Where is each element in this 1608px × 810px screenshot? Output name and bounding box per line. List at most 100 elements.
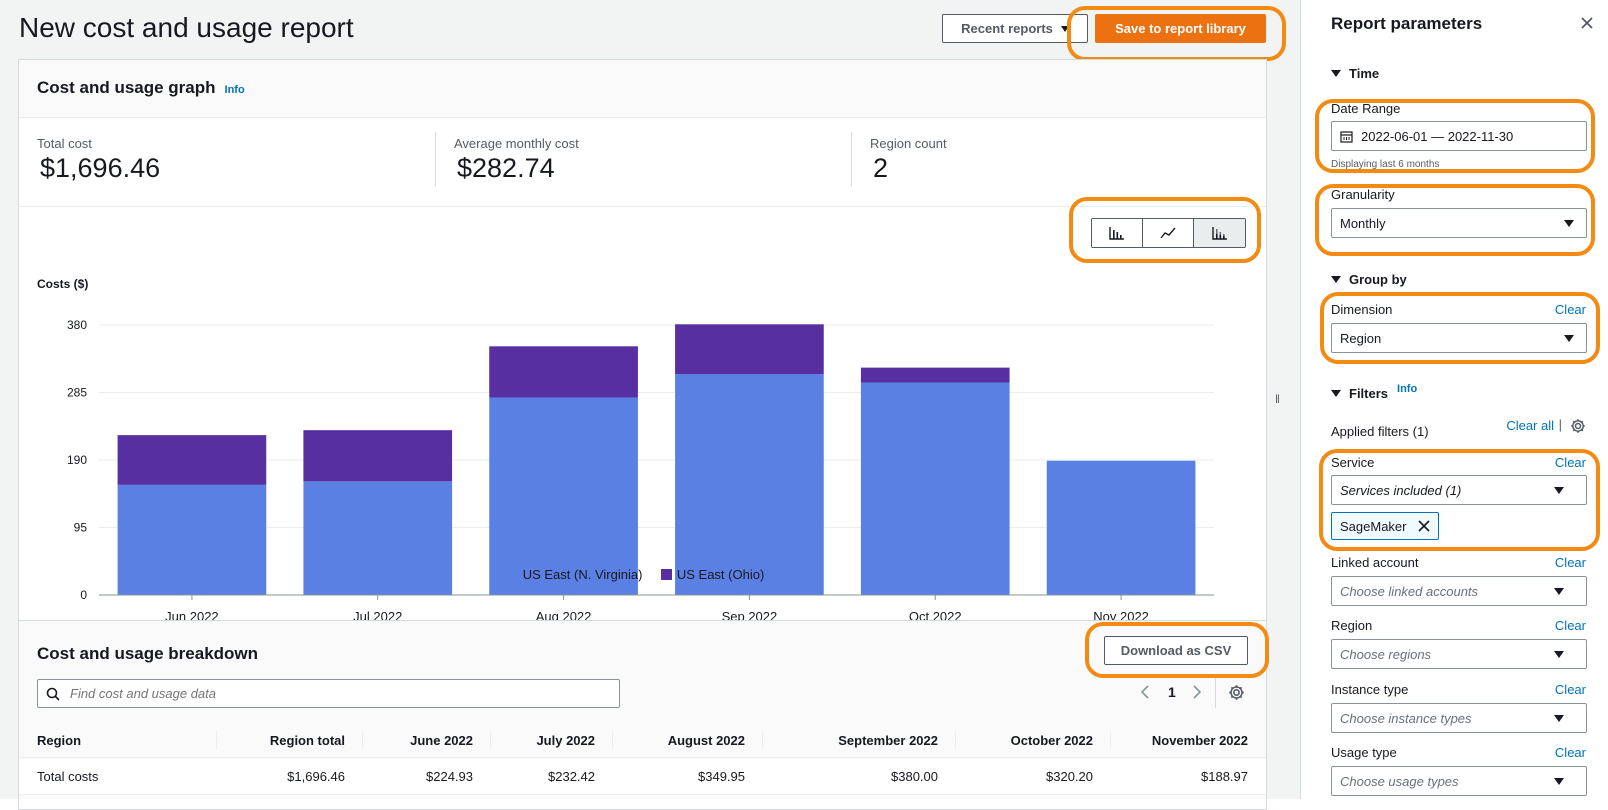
bar-segment[interactable] [303, 430, 453, 482]
region-count-label: Region count [870, 136, 947, 151]
bar-segment[interactable] [489, 397, 638, 595]
date-range-input[interactable]: 2022-06-01 — 2022-11-30 [1331, 121, 1587, 151]
column-header-august[interactable]: August 2022 [613, 723, 763, 757]
granularity-select[interactable]: Monthly [1331, 208, 1587, 238]
total-cost-value: $1,696.46 [40, 153, 161, 183]
column-header-label: September 2022 [838, 732, 938, 748]
column-separator [490, 731, 491, 749]
filter-settings-button[interactable] [1570, 418, 1586, 439]
download-csv-button[interactable]: Download as CSV [1104, 636, 1248, 665]
column-header-region[interactable]: Region [19, 723, 217, 757]
region-select[interactable]: Choose regions [1331, 639, 1587, 669]
pagination-prev[interactable] [1140, 684, 1150, 705]
usage-type-select[interactable]: Choose usage types [1331, 766, 1587, 796]
bar-segment[interactable] [489, 346, 638, 398]
section-label: Group by [1349, 272, 1407, 287]
service-value: Services included (1) [1340, 482, 1462, 498]
pagination-next[interactable] [1192, 684, 1202, 705]
graph-info-link[interactable]: Info [224, 84, 245, 96]
bar-segment[interactable] [303, 481, 453, 595]
column-header-label: July 2022 [536, 732, 595, 748]
legend-item[interactable]: US East (Ohio) [660, 567, 765, 582]
caret-down-icon [1331, 390, 1341, 397]
close-icon[interactable] [1418, 520, 1431, 532]
service-clear-link[interactable]: Clear [1554, 455, 1586, 470]
table-cell: $320.20 [1046, 769, 1093, 784]
bar-chart-button[interactable] [1092, 219, 1143, 247]
column-header-label: June 2022 [410, 732, 473, 748]
column-header-november[interactable]: November 2022 [1111, 723, 1266, 757]
bar-segment[interactable] [860, 367, 1010, 383]
column-header-july[interactable]: July 2022 [491, 723, 613, 757]
cost-chart: Costs ($) 0 95 190 285 380 Jun 2022 Jul 2022 Aug… [37, 277, 1214, 620]
applied-filters-label: Applied filters (1) [1331, 424, 1429, 439]
table-preferences-button[interactable] [1228, 684, 1245, 706]
service-select[interactable]: Services included (1) [1331, 475, 1587, 505]
region-label: Region [1331, 618, 1373, 633]
graph-card-title-text: Cost and usage graph [37, 78, 216, 97]
bar-segment[interactable] [117, 484, 267, 595]
y-tick-label: 380 [67, 318, 87, 332]
bar-segment[interactable] [860, 382, 1010, 595]
search-input[interactable] [68, 685, 568, 702]
breakdown-search[interactable] [37, 679, 620, 708]
close-panel-button[interactable] [1580, 16, 1594, 35]
clear-all-link[interactable]: Clear all [1506, 418, 1554, 433]
filters-info-link[interactable]: Info [1397, 382, 1418, 395]
caret-down-icon [1554, 778, 1564, 785]
legend-item[interactable]: US East (N. Virginia) [506, 567, 642, 582]
linked-account-clear-link[interactable]: Clear [1554, 555, 1586, 570]
graph-card-title: Cost and usage graph Info [37, 78, 245, 98]
legend-label: US East (Ohio) [676, 567, 765, 582]
caret-down-icon [1554, 588, 1564, 595]
legend-swatch [660, 569, 672, 580]
group-by-section-toggle[interactable]: Group by [1331, 272, 1407, 287]
section-label: Time [1349, 66, 1380, 81]
panel-title: Report parameters [1331, 14, 1483, 33]
save-to-report-library-button[interactable]: Save to report library [1095, 14, 1266, 43]
report-parameters-panel: ‖ Report parameters Time Date Range 2022… [1275, 0, 1608, 799]
table-cell: Total costs [37, 769, 99, 784]
cost-and-usage-graph-card: Cost and usage graph Info Total cost $1,6… [18, 59, 1267, 621]
column-header-september[interactable]: September 2022 [763, 723, 956, 757]
chevron-right-icon [1193, 685, 1202, 699]
date-range-hint: Displaying last 6 months [1331, 159, 1440, 170]
table-cell: $224.93 [426, 769, 473, 784]
bar-segment[interactable] [1046, 460, 1196, 595]
pagination-page[interactable]: 1 [1168, 684, 1176, 700]
chart-type-toggle [1091, 218, 1246, 248]
column-header-october[interactable]: October 2022 [956, 723, 1111, 757]
line-chart-button[interactable] [1143, 219, 1194, 247]
dimension-clear-link[interactable]: Clear [1554, 302, 1586, 317]
region-clear-link[interactable]: Clear [1554, 618, 1586, 633]
dimension-select[interactable]: Region [1331, 323, 1587, 353]
filters-section-toggle[interactable]: Filters Info [1331, 382, 1418, 401]
stacked-bar-chart-button[interactable] [1194, 219, 1245, 247]
column-header-label: October 2022 [1010, 732, 1093, 748]
bar-segment[interactable] [117, 435, 267, 485]
breakdown-card-title: Cost and usage breakdown [37, 644, 259, 663]
recent-reports-button[interactable]: Recent reports [942, 14, 1088, 43]
separator: | [1558, 417, 1562, 432]
linked-account-select[interactable]: Choose linked accounts [1331, 576, 1587, 606]
x-tick-label: Aug 2022 [536, 609, 592, 620]
time-section-toggle[interactable]: Time [1331, 66, 1379, 81]
page-title: New cost and usage report [19, 12, 354, 43]
instance-type-placeholder: Choose instance types [1340, 710, 1472, 726]
column-header-june[interactable]: June 2022 [363, 723, 491, 757]
recent-reports-label: Recent reports [961, 21, 1053, 36]
column-header-region-total[interactable]: Region total [217, 723, 363, 757]
chevron-left-icon [1140, 685, 1149, 699]
x-tick-label: Nov 2022 [1093, 609, 1149, 620]
column-header-label: Region total [269, 732, 345, 748]
close-icon [1581, 17, 1593, 29]
bar-segment[interactable] [675, 324, 824, 375]
instance-type-label: Instance type [1331, 682, 1409, 697]
usage-type-clear-link[interactable]: Clear [1554, 745, 1586, 760]
instance-type-select[interactable]: Choose instance types [1331, 703, 1587, 733]
usage-type-placeholder: Choose usage types [1340, 773, 1459, 789]
main-content: New cost and usage report Recent reports… [0, 0, 1300, 810]
instance-type-clear-link[interactable]: Clear [1554, 682, 1586, 697]
resize-handle-icon[interactable]: ‖ [1275, 392, 1280, 406]
bar-segment[interactable] [675, 374, 824, 595]
